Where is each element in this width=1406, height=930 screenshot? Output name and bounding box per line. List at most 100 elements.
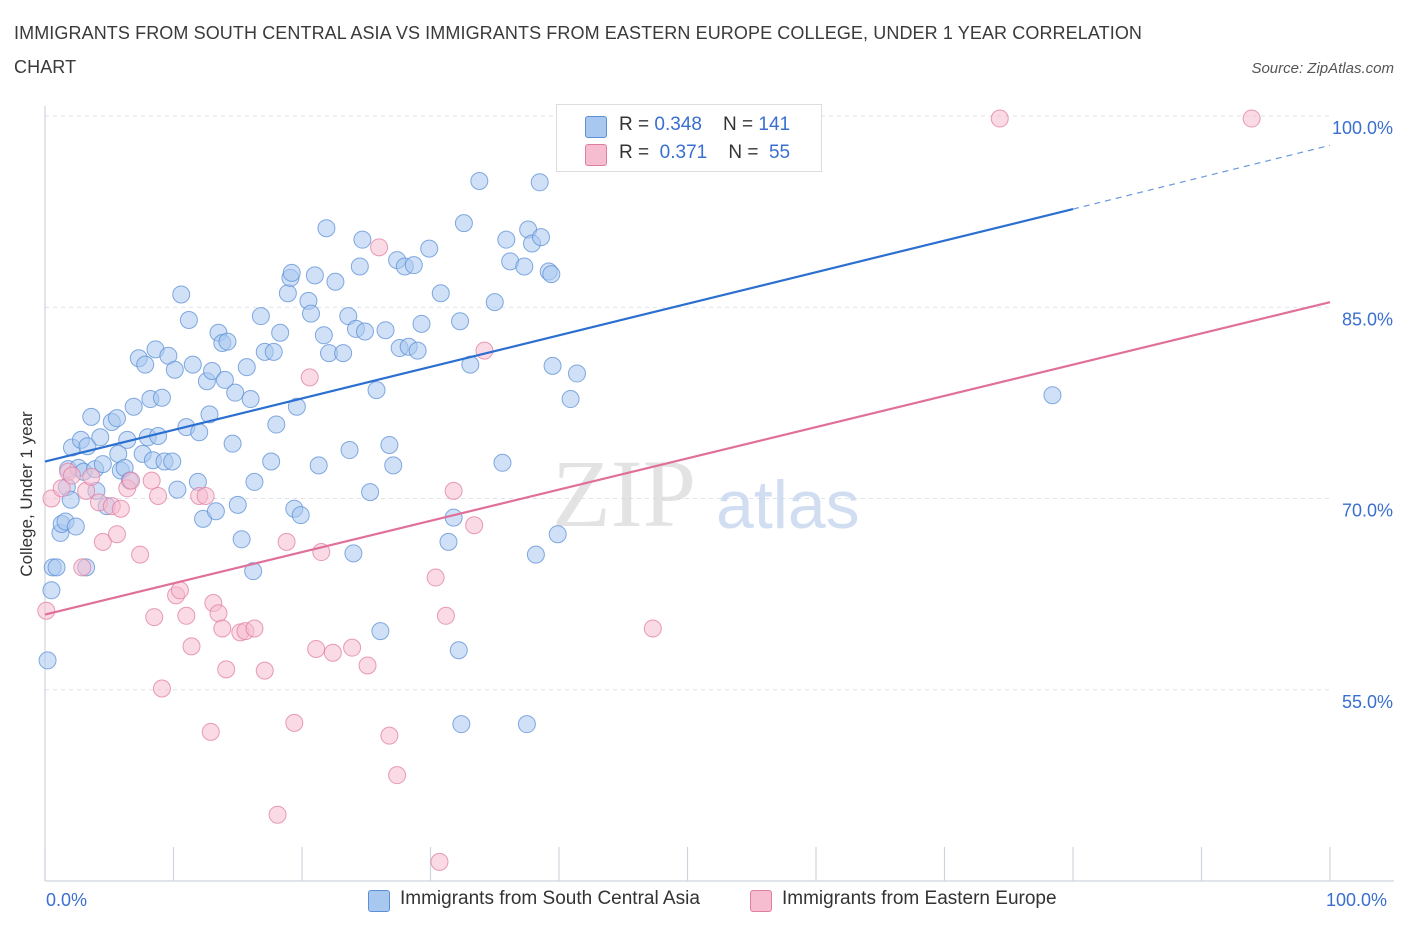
y-tick-label: 85.0%: [1342, 309, 1393, 329]
data-point-blue: [218, 332, 237, 351]
data-point-blue: [264, 342, 283, 361]
data-point-blue: [172, 285, 191, 304]
data-point-blue: [267, 415, 286, 434]
data-point-blue: [485, 293, 504, 312]
data-point-blue: [38, 651, 57, 670]
trend-line-blue: [44, 208, 1074, 463]
data-point-blue: [1043, 386, 1062, 405]
data-point-pink: [170, 581, 189, 600]
data-point-blue: [165, 360, 184, 379]
y-tick-label: 55.0%: [1342, 692, 1393, 712]
data-point-pink: [388, 766, 407, 785]
data-point-blue: [451, 312, 470, 331]
data-point-pink: [277, 532, 296, 551]
data-point-pink: [52, 479, 71, 498]
data-point-blue: [449, 641, 468, 660]
data-point-pink: [268, 805, 287, 824]
data-point-pink: [152, 679, 171, 698]
legend-swatch-blue: [585, 116, 607, 138]
data-point-blue: [206, 502, 225, 521]
trend-extension-blue: [1072, 144, 1331, 210]
data-point-blue: [237, 358, 256, 377]
data-point-blue: [412, 314, 431, 333]
trend-line-pink: [44, 301, 1331, 616]
x-tick-label-min: 0.0%: [46, 890, 88, 910]
data-point-blue: [420, 239, 439, 258]
data-point-blue: [334, 344, 353, 363]
legend-swatch-pink: [585, 144, 607, 166]
data-point-pink: [370, 238, 389, 257]
data-point-pink: [149, 486, 168, 505]
data-point-blue: [262, 452, 281, 471]
data-point-blue: [282, 263, 301, 282]
data-point-blue: [452, 715, 471, 734]
data-point-blue: [361, 483, 380, 502]
data-point-blue: [93, 455, 112, 474]
data-point-blue: [228, 495, 247, 514]
data-point-pink: [93, 532, 112, 551]
data-point-pink: [343, 638, 362, 657]
data-point-blue: [493, 453, 512, 472]
data-point-pink: [37, 601, 56, 620]
watermark-atlas: atlas: [716, 467, 860, 543]
data-point-pink: [285, 713, 304, 732]
data-point-pink: [107, 525, 126, 544]
data-point-blue: [317, 219, 336, 238]
data-point-blue: [179, 311, 198, 329]
bottom-legend-label: Immigrants from South Central Asia: [400, 888, 700, 909]
data-point-blue: [344, 544, 363, 563]
data-point-blue: [439, 532, 458, 551]
data-point-pink: [430, 852, 449, 871]
source-label: Source: ZipAtlas.com: [1251, 60, 1394, 77]
data-point-blue: [278, 284, 297, 303]
legend-r-label: R =: [619, 142, 655, 163]
data-point-blue: [526, 545, 545, 564]
data-point-blue: [183, 355, 202, 374]
data-point-blue: [91, 428, 110, 447]
legend-n-label: N =: [723, 114, 759, 135]
data-point-pink: [436, 606, 455, 625]
data-point-pink: [145, 608, 164, 627]
x-tick-label-max: 100.0%: [1326, 890, 1388, 910]
bottom-legend-swatch-blue: [368, 890, 390, 912]
data-point-blue: [454, 214, 473, 233]
data-point-blue: [152, 388, 171, 407]
data-point-pink: [111, 499, 130, 518]
data-point-pink: [245, 619, 264, 638]
data-point-blue: [367, 381, 386, 400]
legend-n-value: 141: [758, 114, 791, 135]
data-point-blue: [168, 480, 187, 499]
legend-r-value: 0.348: [654, 114, 702, 135]
data-point-pink: [307, 639, 326, 658]
legend-n-label: N =: [728, 142, 764, 163]
data-point-blue: [380, 435, 399, 454]
data-point-blue: [543, 356, 562, 375]
data-point-pink: [475, 341, 494, 360]
data-point-pink: [122, 471, 141, 490]
data-point-pink: [323, 643, 342, 662]
legend-r-value: 0.371: [659, 142, 708, 163]
data-point-blue: [301, 304, 320, 323]
data-point-blue: [532, 228, 551, 247]
data-point-pink: [380, 726, 399, 745]
data-point-blue: [47, 558, 66, 577]
data-point-pink: [131, 545, 150, 564]
data-point-blue: [408, 341, 427, 360]
watermark-zip: ZIP: [552, 440, 696, 547]
data-point-pink: [209, 604, 228, 623]
stats-legend: R = 0.348 N = 141 R = 0.371 N = 55: [556, 104, 822, 172]
y-tick-label: 100.0%: [1332, 118, 1393, 138]
data-point-blue: [200, 405, 219, 424]
data-point-pink: [217, 660, 236, 679]
data-point-blue: [350, 257, 369, 276]
data-point-pink: [177, 606, 196, 625]
data-point-blue: [314, 326, 333, 345]
chart-title: IMMIGRANTS FROM SOUTH CENTRAL ASIA VS IM…: [14, 23, 1143, 77]
y-axis-label: College, Under 1 year: [17, 411, 36, 577]
data-point-blue: [340, 441, 359, 460]
data-point-blue: [291, 506, 310, 525]
data-point-blue: [163, 452, 182, 471]
data-point-pink: [196, 486, 215, 505]
data-point-blue: [251, 307, 270, 326]
data-point-blue: [326, 272, 345, 291]
